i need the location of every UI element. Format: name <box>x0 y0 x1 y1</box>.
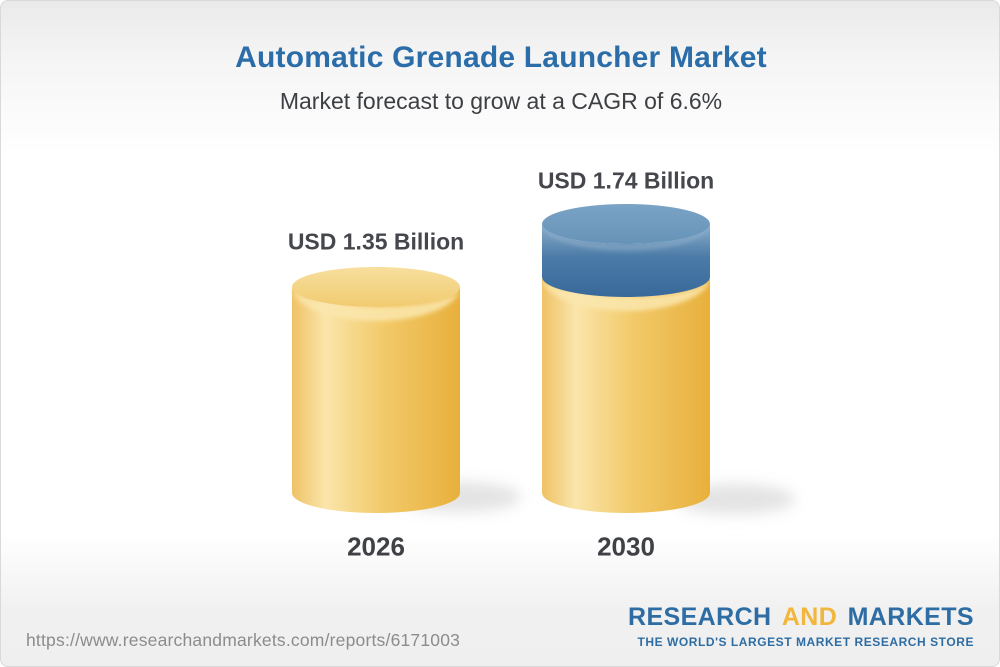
page-title: Automatic Grenade Launcher Market <box>235 41 767 74</box>
brand-logo-tagline: THE WORLD'S LARGEST MARKET RESEARCH STOR… <box>637 635 974 649</box>
cylinder-2026 <box>292 267 460 513</box>
brand-logo: RESEARCH AND MARKETS THE WORLD'S LARGEST… <box>628 605 974 649</box>
value-label-2030: USD 1.74 Billion <box>537 167 715 194</box>
value-label-2026: USD 1.35 Billion <box>287 228 465 255</box>
brand-logo-wordmark: RESEARCH AND MARKETS <box>628 605 974 630</box>
cylinder-2030-base <box>542 277 710 513</box>
logo-word-and: AND <box>781 603 838 631</box>
cylinder-2030-growth <box>542 204 710 297</box>
source-url: https://www.researchandmarkets.com/repor… <box>26 630 461 650</box>
logo-word-markets: MARKETS <box>847 603 974 631</box>
category-label-2030: 2030 <box>597 531 655 562</box>
page-subtitle: Market forecast to grow at a CAGR of 6.6… <box>279 88 723 114</box>
logo-word-research: RESEARCH <box>627 603 772 631</box>
category-label-2026: 2026 <box>347 531 405 562</box>
